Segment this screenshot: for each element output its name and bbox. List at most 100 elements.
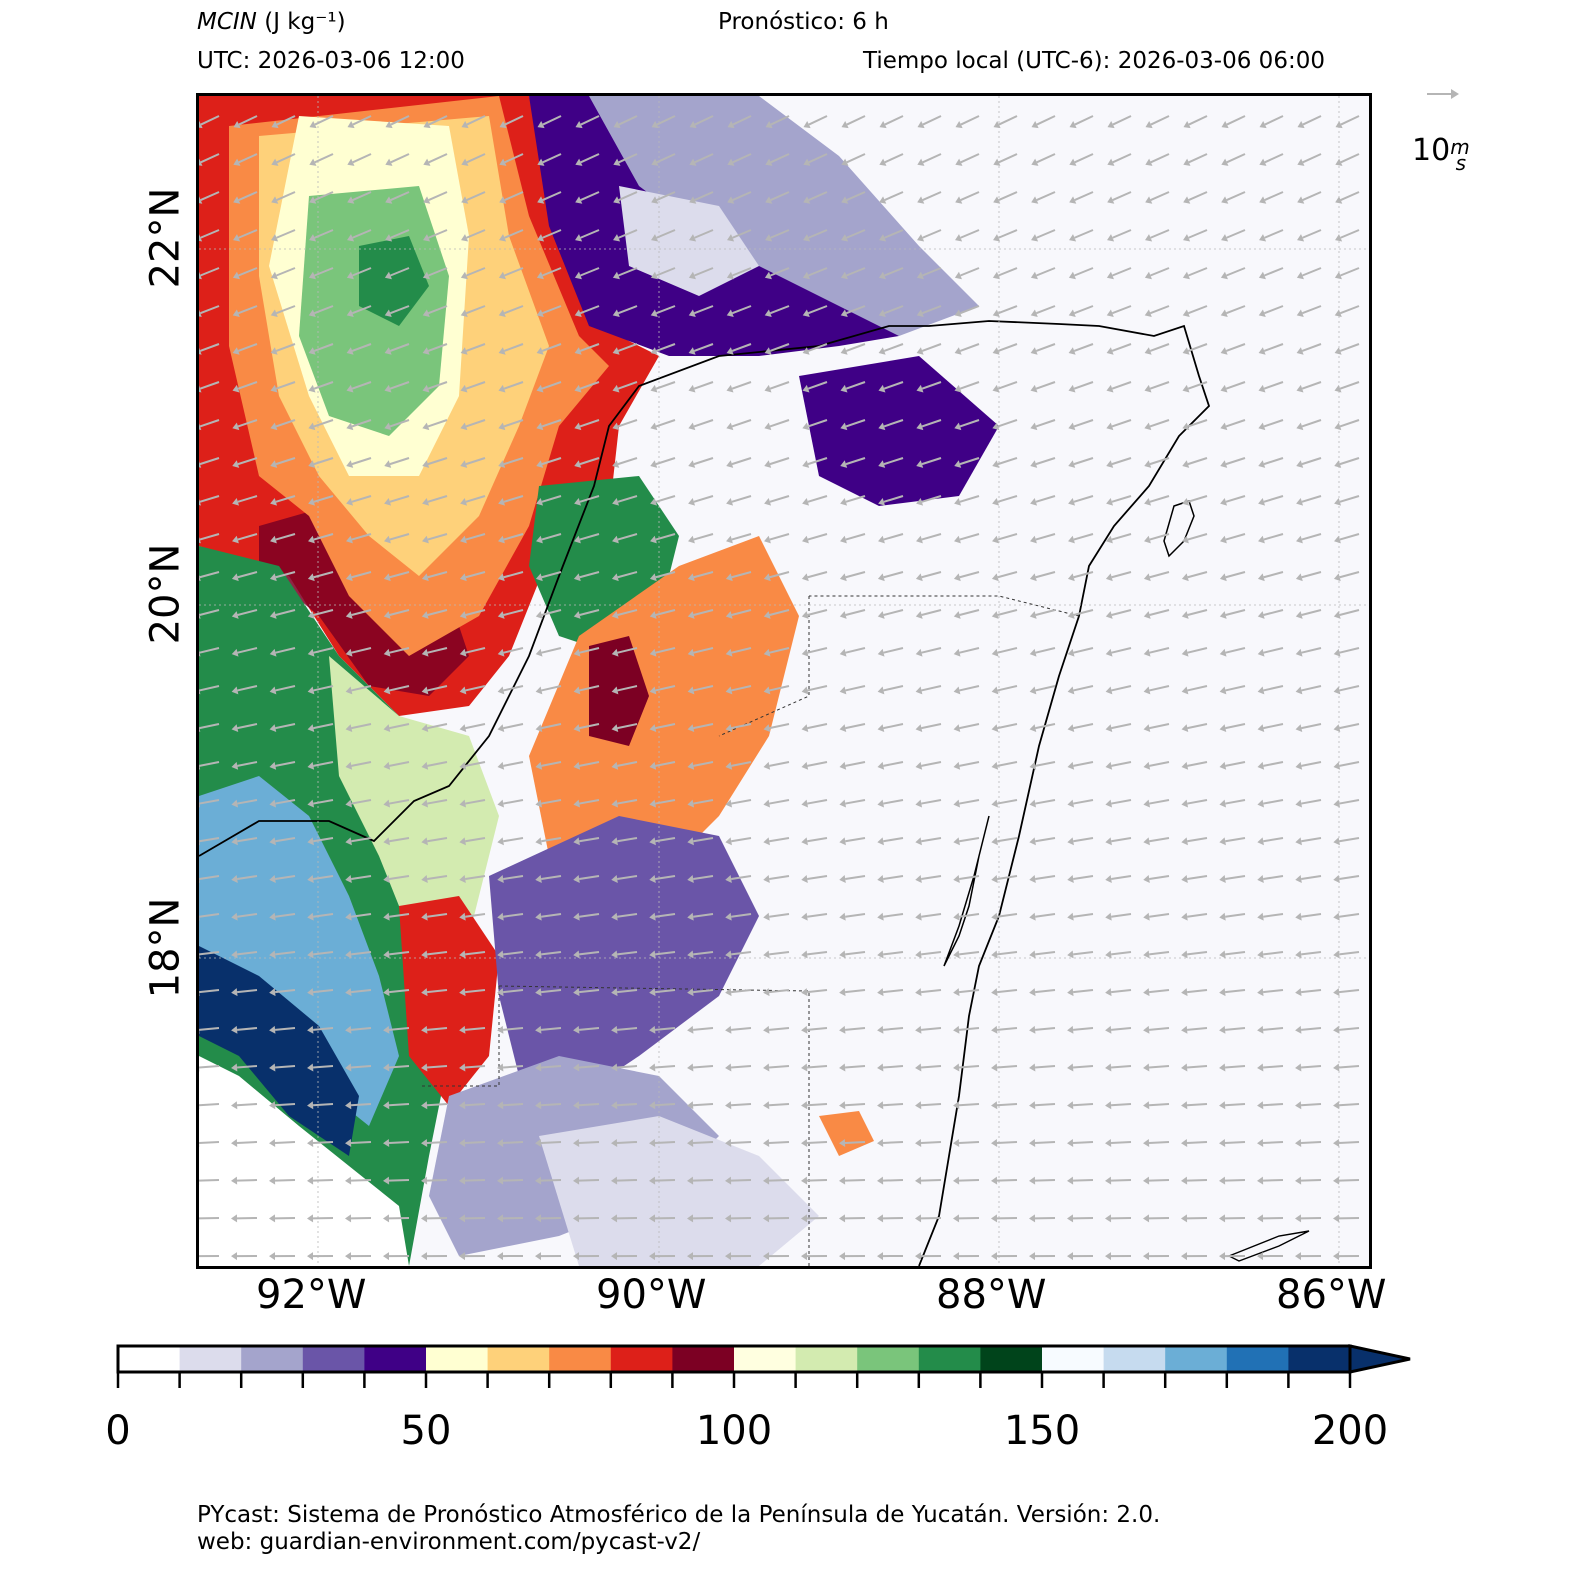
wind-arrow-shaft bbox=[882, 1141, 904, 1144]
wind-arrow-head bbox=[1069, 196, 1077, 204]
wind-arrow-head bbox=[383, 686, 391, 695]
wind-arrow-shaft bbox=[1149, 875, 1170, 880]
wind-arrow-head bbox=[497, 761, 505, 770]
wind-arrow-shaft bbox=[921, 571, 942, 579]
wind-arrow-shaft bbox=[1188, 115, 1208, 126]
wind-arrow-shaft bbox=[617, 533, 638, 541]
wind-arrow-shaft bbox=[959, 723, 980, 730]
wind-arrow-shaft bbox=[692, 1103, 714, 1107]
wind-arrow-shaft bbox=[1111, 875, 1132, 880]
wind-arrow-head bbox=[1257, 875, 1264, 883]
wind-arrow-head bbox=[573, 1138, 580, 1147]
wind-arrow-head bbox=[1258, 422, 1266, 431]
wind-arrow-shaft bbox=[1302, 115, 1322, 126]
wind-arrow-shaft bbox=[465, 419, 486, 428]
wind-arrow-shaft bbox=[882, 1179, 904, 1182]
wind-arrow-shaft bbox=[504, 115, 524, 126]
wind-arrow-head bbox=[232, 422, 240, 431]
coastline-southeast-island bbox=[1227, 1230, 1310, 1262]
wind-arrow-shaft bbox=[616, 1179, 638, 1182]
wind-arrow-shaft bbox=[389, 799, 410, 805]
wind-arrow-head bbox=[1333, 1138, 1340, 1147]
wind-arrow-shaft bbox=[1036, 229, 1056, 239]
wind-arrow-head bbox=[953, 912, 960, 921]
wind-arrow-head bbox=[537, 196, 545, 204]
wind-arrow-shaft bbox=[541, 571, 562, 579]
wind-arrow-shaft bbox=[428, 267, 448, 277]
wind-arrow-head bbox=[535, 1063, 542, 1072]
wind-arrow-head bbox=[955, 234, 963, 242]
wind-arrow-shaft bbox=[960, 267, 980, 277]
wind-arrow-head bbox=[688, 422, 696, 431]
wind-arrow-shaft bbox=[389, 305, 410, 315]
wind-arrow-shaft bbox=[1150, 267, 1170, 277]
wind-arrow-shaft bbox=[578, 1065, 600, 1069]
wind-arrow-head bbox=[687, 988, 694, 997]
wind-arrow-head bbox=[877, 611, 885, 619]
wind-arrow-head bbox=[1296, 309, 1304, 317]
wind-arrow-head bbox=[269, 724, 277, 733]
wind-arrow-head bbox=[1257, 1176, 1264, 1185]
wind-arrow-shaft bbox=[579, 419, 600, 428]
wind-arrow-shaft bbox=[769, 343, 790, 352]
wind-arrow-head bbox=[269, 912, 276, 921]
wind-arrow-shaft bbox=[1301, 837, 1322, 843]
wind-arrow-head bbox=[915, 1063, 922, 1072]
wind-arrow-shaft bbox=[883, 457, 904, 466]
wind-arrow-shaft bbox=[846, 115, 866, 126]
wind-arrow-head bbox=[346, 347, 354, 355]
wind-arrow-head bbox=[1143, 912, 1150, 921]
wind-arrow-head bbox=[687, 1176, 694, 1185]
wind-arrow-shaft bbox=[1111, 837, 1132, 843]
wind-arrow-shaft bbox=[959, 419, 980, 428]
wind-arrow-shaft bbox=[1301, 571, 1322, 579]
wind-arrow-shaft bbox=[694, 229, 714, 239]
wind-arrow-shaft bbox=[693, 761, 714, 767]
wind-arrow-shaft bbox=[997, 533, 1018, 541]
wind-arrow-head bbox=[1068, 271, 1076, 280]
wind-arrow-head bbox=[916, 422, 924, 431]
wind-arrow-shaft bbox=[769, 685, 790, 692]
wind-arrow-shaft bbox=[807, 799, 828, 805]
wind-arrow-shaft bbox=[883, 305, 904, 315]
wind-arrow-head bbox=[1067, 950, 1074, 959]
wind-arrow-shaft bbox=[465, 457, 486, 466]
wind-arrow-shaft bbox=[351, 533, 372, 541]
wind-arrow-shaft bbox=[1110, 1179, 1132, 1182]
wind-arrow-head bbox=[687, 837, 694, 846]
wind-arrow-head bbox=[687, 686, 695, 695]
wind-arrow-shaft bbox=[921, 647, 942, 654]
wind-arrow-head bbox=[953, 837, 960, 846]
wind-arrow-head bbox=[1067, 761, 1075, 770]
wind-arrow-head bbox=[421, 837, 428, 846]
wind-arrow-shaft bbox=[1188, 153, 1208, 164]
wind-arrow-head bbox=[1105, 837, 1112, 846]
wind-arrow-shaft bbox=[1263, 951, 1284, 956]
wind-arrow-head bbox=[801, 724, 809, 733]
wind-arrow-shaft bbox=[844, 1179, 866, 1182]
wind-arrow-head bbox=[536, 384, 544, 393]
wind-arrow-shaft bbox=[1263, 875, 1284, 880]
wind-arrow-shaft bbox=[808, 191, 828, 201]
wind-arrow-shaft bbox=[997, 837, 1018, 843]
wind-arrow-shaft bbox=[1188, 229, 1208, 239]
wind-arrow-shaft bbox=[541, 419, 562, 428]
wind-arrow-head bbox=[688, 535, 695, 544]
wind-arrow-shaft bbox=[958, 1141, 980, 1144]
wind-arrow-shaft bbox=[617, 837, 638, 843]
wind-arrow-shaft bbox=[1225, 571, 1246, 579]
wind-arrow-shaft bbox=[1187, 533, 1208, 541]
wind-arrow-head bbox=[649, 1214, 656, 1223]
wind-arrow-head bbox=[763, 1025, 770, 1034]
wind-arrow-shaft bbox=[503, 533, 524, 541]
wind-arrow-shaft bbox=[1187, 989, 1208, 994]
wind-arrow-head bbox=[649, 1025, 656, 1034]
wind-arrow-head bbox=[384, 422, 392, 431]
wind-arrow-head bbox=[915, 611, 923, 619]
wind-arrow-head bbox=[915, 573, 923, 582]
wind-arrow-shaft bbox=[958, 1027, 980, 1031]
wind-arrow-shaft bbox=[504, 191, 524, 201]
wind-arrow-head bbox=[1143, 1101, 1150, 1110]
wind-arrow-shaft bbox=[236, 1065, 258, 1069]
wind-arrow-shaft bbox=[1074, 153, 1094, 164]
